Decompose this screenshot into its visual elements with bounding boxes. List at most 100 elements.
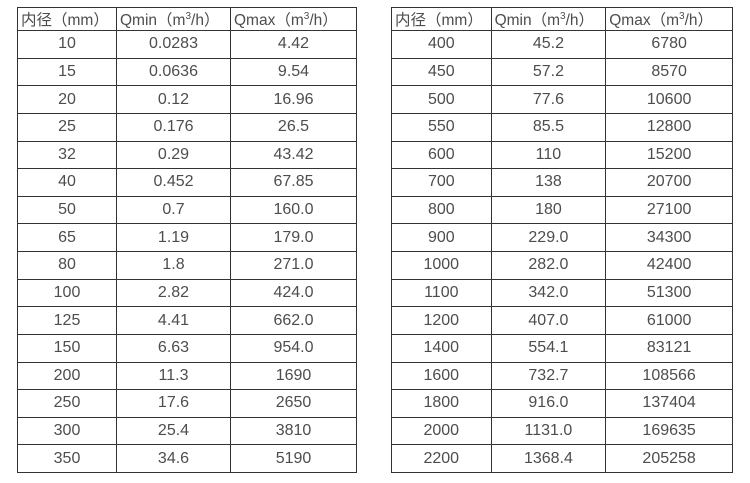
table-cell: 43.42 [230, 140, 357, 170]
table-cell: 250 [17, 389, 117, 418]
header-qmin-label: Qmin（m [494, 12, 561, 29]
header-qmin: Qmin（m3/h） [490, 7, 607, 31]
table-row: 100 2.82 424.0 [17, 278, 357, 308]
table-cell: 179.0 [230, 223, 357, 252]
table-cell: 16.96 [230, 85, 357, 114]
table-cell: 2650 [230, 389, 357, 418]
table-cell: 20 [17, 85, 117, 114]
table-cell: 32 [17, 140, 117, 170]
header-qmax-superscript: 3 [679, 10, 685, 22]
table-row: 1600 732.7 108566 [391, 361, 733, 391]
table-cell: 1000 [391, 251, 492, 280]
table-cell: 57.2 [490, 57, 607, 87]
table-cell: 6.63 [116, 333, 231, 363]
table-cell: 80 [17, 251, 117, 280]
table-cell: 0.12 [116, 85, 231, 114]
table-cell: 450 [391, 57, 492, 87]
table-cell: 108566 [605, 361, 733, 391]
table-row: 2200 1368.4 205258 [391, 444, 733, 473]
table-row: 600 110 15200 [391, 140, 733, 170]
table-cell: 271.0 [230, 251, 357, 280]
table-row: 50 0.7 160.0 [17, 195, 357, 225]
table-row: 40 0.452 67.85 [17, 168, 357, 197]
table-row: 350 34.6 5190 [17, 444, 357, 473]
table-cell: 150 [17, 333, 117, 363]
table-cell: 900 [391, 223, 492, 252]
table-row: 200 11.3 1690 [17, 361, 357, 391]
table-cell: 12800 [605, 112, 733, 142]
table-cell: 200 [17, 361, 117, 391]
table-cell: 407.0 [490, 306, 607, 335]
table-row: 2000 1131.0 169635 [391, 416, 733, 446]
table-cell: 600 [391, 140, 492, 170]
table-cell: 100 [17, 278, 117, 308]
table-cell: 554.1 [490, 333, 607, 363]
table-cell: 1600 [391, 361, 492, 391]
table-cell: 662.0 [230, 306, 357, 335]
table-cell: 27100 [605, 195, 733, 225]
table-cell: 77.6 [490, 85, 607, 114]
table-cell: 1800 [391, 389, 492, 418]
table-cell: 137404 [605, 389, 733, 418]
table-cell: 50 [17, 195, 117, 225]
table-cell: 4.41 [116, 306, 231, 335]
table-cell: 42400 [605, 251, 733, 280]
table-row: 65 1.19 179.0 [17, 223, 357, 252]
table-cell: 83121 [605, 333, 733, 363]
table-row: 1400 554.1 83121 [391, 333, 733, 363]
table-cell: 916.0 [490, 389, 607, 418]
header-diameter: 内径（mm） [17, 7, 117, 31]
table-cell: 2.82 [116, 278, 231, 308]
header-qmin-superscript: 3 [560, 10, 566, 22]
table-cell: 0.29 [116, 140, 231, 170]
table-cell: 15 [17, 57, 117, 87]
table-cell: 2200 [391, 444, 492, 473]
table-cell: 1368.4 [490, 444, 607, 473]
header-qmin-superscript: 3 [185, 10, 192, 22]
header-diameter: 内径（mm） [391, 7, 492, 31]
table-cell: 700 [391, 168, 492, 197]
table-row: 900 229.0 34300 [391, 223, 733, 252]
flow-table-small-diameters: 内径（mm） Qmin（m3/h） Qmax（m3/h） 10 0.0283 4.4… [17, 7, 357, 473]
header-qmax: Qmax（m3/h） [605, 7, 733, 31]
table-cell: 550 [391, 112, 492, 142]
table-cell: 10600 [605, 85, 733, 114]
table-cell: 400 [391, 30, 492, 59]
table-cell: 1100 [391, 278, 492, 308]
header-qmin-label: Qmin（m [120, 12, 186, 29]
table-row: 20 0.12 16.96 [17, 85, 357, 114]
table-cell: 110 [490, 140, 607, 170]
header-row: 内径（mm） Qmin（m3/h） Qmax（m3/h） [17, 7, 357, 31]
table-row: 550 85.5 12800 [391, 112, 733, 142]
table-cell: 61000 [605, 306, 733, 335]
table-cell: 138 [490, 168, 607, 197]
table-cell: 5190 [230, 444, 357, 473]
table-cell: 9.54 [230, 57, 357, 87]
table-row: 1800 916.0 137404 [391, 389, 733, 418]
table-cell: 25 [17, 112, 117, 142]
table-cell: 229.0 [490, 223, 607, 252]
header-qmax-label: Qmax（m [234, 12, 304, 29]
table-row: 800 180 27100 [391, 195, 733, 225]
table-row: 80 1.8 271.0 [17, 251, 357, 280]
table-cell: 34300 [605, 223, 733, 252]
table-cell: 0.176 [116, 112, 231, 142]
table-cell: 350 [17, 444, 117, 473]
table-cell: 160.0 [230, 195, 357, 225]
table-cell: 2000 [391, 416, 492, 446]
table-cell: 67.85 [230, 168, 357, 197]
table-cell: 45.2 [490, 30, 607, 59]
header-row: 内径（mm） Qmin（m3/h） Qmax（m3/h） [391, 7, 733, 31]
table-row: 250 17.6 2650 [17, 389, 357, 418]
header-qmax: Qmax（m3/h） [230, 7, 357, 31]
table-cell: 1400 [391, 333, 492, 363]
table-cell: 3810 [230, 416, 357, 446]
table-cell: 1.8 [116, 251, 231, 280]
table-cell: 0.7 [116, 195, 231, 225]
table-cell: 800 [391, 195, 492, 225]
table-cell: 15200 [605, 140, 733, 170]
table-cell: 4.42 [230, 30, 357, 59]
table-cell: 10 [17, 30, 117, 59]
table-row: 32 0.29 43.42 [17, 140, 357, 170]
